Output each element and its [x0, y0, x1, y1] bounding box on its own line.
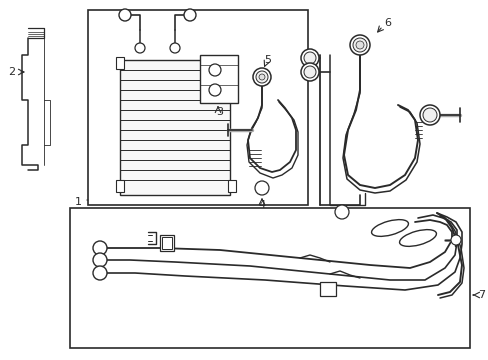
- Circle shape: [301, 49, 318, 67]
- Circle shape: [208, 84, 221, 96]
- Bar: [70, 208, 469, 348]
- Bar: [88, 10, 307, 205]
- Circle shape: [135, 43, 145, 53]
- Text: 2: 2: [8, 67, 16, 77]
- Circle shape: [304, 66, 315, 78]
- Text: 7: 7: [477, 290, 484, 300]
- Circle shape: [301, 63, 318, 81]
- Bar: [160, 235, 174, 251]
- Bar: [120, 60, 229, 195]
- Ellipse shape: [371, 220, 407, 237]
- Text: 3: 3: [216, 107, 223, 117]
- Ellipse shape: [399, 230, 436, 246]
- Circle shape: [254, 181, 268, 195]
- Circle shape: [170, 43, 180, 53]
- Circle shape: [256, 71, 267, 83]
- Text: 1: 1: [75, 197, 82, 207]
- Circle shape: [352, 38, 366, 52]
- Circle shape: [349, 35, 369, 55]
- Text: 6: 6: [384, 18, 391, 28]
- Circle shape: [355, 41, 363, 49]
- Circle shape: [450, 235, 460, 245]
- Circle shape: [93, 266, 107, 280]
- Bar: [227, 180, 236, 192]
- Circle shape: [419, 105, 439, 125]
- Bar: [227, 57, 236, 69]
- Circle shape: [304, 52, 315, 64]
- Text: 5: 5: [264, 55, 271, 65]
- Circle shape: [334, 205, 348, 219]
- Circle shape: [208, 64, 221, 76]
- Circle shape: [119, 9, 131, 21]
- Circle shape: [183, 9, 196, 21]
- Circle shape: [422, 108, 436, 122]
- Bar: [200, 55, 238, 103]
- Bar: [116, 180, 124, 192]
- Circle shape: [252, 68, 270, 86]
- Text: 4: 4: [258, 200, 265, 210]
- Bar: [116, 57, 124, 69]
- Bar: [319, 282, 335, 296]
- Circle shape: [259, 74, 264, 80]
- Bar: [162, 237, 172, 249]
- Circle shape: [93, 253, 107, 267]
- Circle shape: [93, 241, 107, 255]
